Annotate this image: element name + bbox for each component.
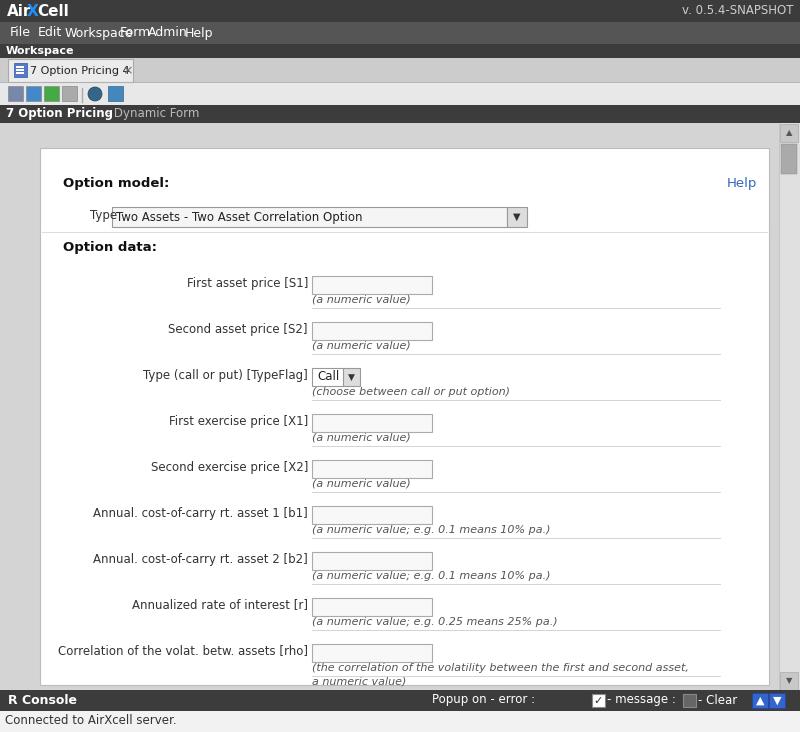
- Text: Call: Call: [317, 370, 339, 384]
- Text: Type: Type: [90, 209, 117, 222]
- Text: - message :: - message :: [607, 693, 676, 706]
- Text: ×: ×: [122, 64, 134, 78]
- Bar: [507, 207, 527, 227]
- Bar: [780, 124, 798, 142]
- Text: ✓: ✓: [594, 696, 602, 706]
- Text: 7 Option Pricing: 7 Option Pricing: [6, 108, 113, 121]
- Text: 7 Option Pricing 4: 7 Option Pricing 4: [30, 66, 130, 76]
- Text: Form: Form: [120, 26, 151, 40]
- Text: (a numeric value): (a numeric value): [312, 295, 410, 305]
- Bar: [40, 148, 769, 685]
- Bar: [0, 690, 800, 711]
- Text: X: X: [27, 4, 38, 18]
- Circle shape: [88, 87, 102, 101]
- Bar: [112, 207, 507, 227]
- Text: - Dynamic Form: - Dynamic Form: [102, 108, 199, 121]
- Text: Workspace: Workspace: [65, 26, 134, 40]
- Text: Two Assets - Two Asset Correlation Option: Two Assets - Two Asset Correlation Optio…: [116, 211, 362, 223]
- Bar: [312, 506, 432, 524]
- Text: File: File: [10, 26, 31, 40]
- Text: Workspace: Workspace: [6, 46, 74, 56]
- Text: Second exercise price [X2]: Second exercise price [X2]: [150, 460, 308, 474]
- Text: Admin: Admin: [148, 26, 188, 40]
- Text: (a numeric value): (a numeric value): [312, 433, 410, 443]
- Bar: [683, 694, 696, 707]
- Text: a numeric value): a numeric value): [312, 676, 406, 686]
- Text: R Console: R Console: [8, 693, 77, 706]
- Bar: [8, 59, 133, 82]
- Text: Option model:: Option model:: [63, 177, 170, 190]
- Text: (the correlation of the volatility between the first and second asset,: (the correlation of the volatility betwe…: [312, 663, 689, 673]
- Bar: [769, 693, 785, 708]
- Bar: [312, 552, 432, 570]
- Text: Option data:: Option data:: [63, 242, 157, 255]
- Bar: [14, 63, 27, 77]
- Text: First asset price [S1]: First asset price [S1]: [186, 277, 308, 289]
- Text: ▼: ▼: [347, 373, 354, 381]
- Bar: [312, 644, 432, 662]
- Bar: [44, 86, 59, 101]
- Bar: [312, 276, 432, 294]
- Text: (a numeric value; e.g. 0.1 means 10% pa.): (a numeric value; e.g. 0.1 means 10% pa.…: [312, 525, 550, 535]
- Text: Help: Help: [726, 177, 757, 190]
- Text: ▼: ▼: [773, 696, 782, 706]
- Text: Edit: Edit: [38, 26, 62, 40]
- Bar: [0, 22, 800, 44]
- Bar: [312, 414, 432, 432]
- Bar: [26, 86, 41, 101]
- Text: Help: Help: [185, 26, 214, 40]
- Bar: [0, 44, 800, 58]
- Text: (a numeric value): (a numeric value): [312, 479, 410, 489]
- Bar: [16, 72, 24, 73]
- Bar: [312, 598, 432, 616]
- Bar: [781, 144, 797, 174]
- Bar: [343, 368, 360, 386]
- Bar: [62, 86, 77, 101]
- Text: Correlation of the volat. betw. assets [rho]: Correlation of the volat. betw. assets […: [58, 644, 308, 657]
- Bar: [312, 460, 432, 478]
- Text: Connected to AirXcell server.: Connected to AirXcell server.: [5, 714, 177, 728]
- Bar: [0, 0, 800, 22]
- Text: Annual. cost-of-carry rt. asset 1 [b1]: Annual. cost-of-carry rt. asset 1 [b1]: [94, 507, 308, 520]
- Text: Popup on - error :: Popup on - error :: [432, 693, 535, 706]
- Text: Type (call or put) [TypeFlag]: Type (call or put) [TypeFlag]: [143, 368, 308, 381]
- Bar: [0, 105, 800, 123]
- Bar: [780, 672, 798, 690]
- Bar: [16, 66, 24, 67]
- Bar: [779, 123, 800, 690]
- Bar: [592, 694, 605, 707]
- Text: ▼: ▼: [514, 212, 521, 222]
- Bar: [752, 693, 768, 708]
- Bar: [108, 86, 123, 101]
- Text: (a numeric value; e.g. 0.1 means 10% pa.): (a numeric value; e.g. 0.1 means 10% pa.…: [312, 571, 550, 581]
- Text: - Clear: - Clear: [698, 693, 738, 706]
- Text: ▼: ▼: [786, 676, 792, 685]
- Text: (a numeric value): (a numeric value): [312, 341, 410, 351]
- Bar: [0, 82, 800, 105]
- Bar: [8, 86, 23, 101]
- Bar: [0, 123, 800, 690]
- Text: ▲: ▲: [786, 129, 792, 138]
- Text: Second asset price [S2]: Second asset price [S2]: [169, 323, 308, 335]
- Text: Annual. cost-of-carry rt. asset 2 [b2]: Annual. cost-of-carry rt. asset 2 [b2]: [94, 553, 308, 566]
- Bar: [312, 322, 432, 340]
- Text: ▲: ▲: [756, 696, 764, 706]
- Text: (choose between call or put option): (choose between call or put option): [312, 387, 510, 397]
- Text: v. 0.5.4-SNAPSHOT: v. 0.5.4-SNAPSHOT: [682, 4, 793, 18]
- Text: First exercise price [X1]: First exercise price [X1]: [169, 414, 308, 427]
- Bar: [0, 711, 800, 732]
- Text: (a numeric value; e.g. 0.25 means 25% pa.): (a numeric value; e.g. 0.25 means 25% pa…: [312, 617, 558, 627]
- Bar: [0, 58, 800, 82]
- Text: Cell: Cell: [37, 4, 69, 18]
- Text: Annualized rate of interest [r]: Annualized rate of interest [r]: [132, 599, 308, 611]
- Bar: [16, 69, 24, 70]
- Text: Air: Air: [7, 4, 31, 18]
- Bar: [312, 368, 344, 386]
